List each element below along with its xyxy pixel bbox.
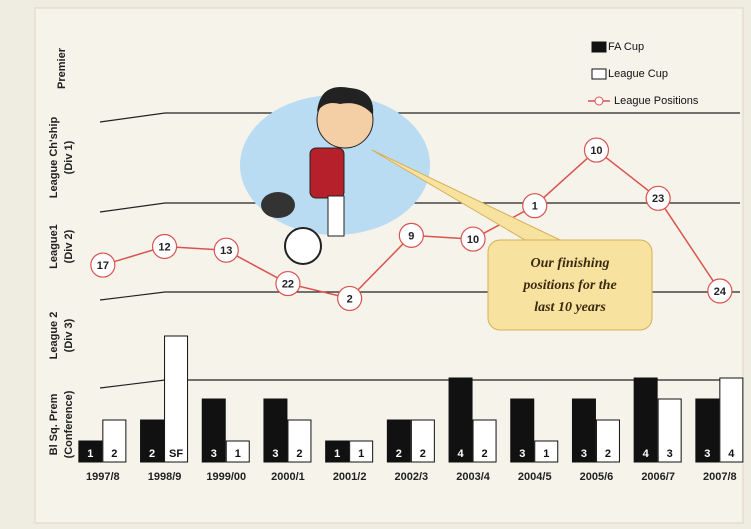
division-label: (Div 2) (63, 229, 75, 263)
bar-label: 2 (605, 448, 611, 460)
position-label: 10 (467, 234, 479, 246)
bar-label: 3 (704, 448, 710, 460)
bar-label: 1 (543, 448, 549, 460)
position-label: 13 (220, 245, 232, 257)
bar-label: 4 (457, 448, 464, 460)
chart: PremierLeague Ch'ship(Div 1)League1(Div … (0, 0, 751, 529)
legend-label: League Cup (608, 68, 668, 80)
bar-label: 4 (728, 448, 735, 460)
x-tick-label: 2005/6 (580, 471, 614, 483)
x-tick-label: 1997/8 (86, 471, 120, 483)
bar-label: 2 (481, 448, 487, 460)
division-label: (Div 3) (63, 318, 75, 352)
bar-label: 2 (111, 448, 117, 460)
bar-label: 1 (87, 448, 93, 460)
legend-swatch (592, 69, 606, 79)
x-tick-label: 2000/1 (271, 471, 305, 483)
division-label: Bl Sq. Prem (48, 393, 60, 455)
x-tick-label: 2007/8 (703, 471, 737, 483)
x-tick-label: 2006/7 (641, 471, 675, 483)
x-tick-label: 1999/00 (206, 471, 246, 483)
bar-label: 2 (396, 448, 402, 460)
callout-text: Our finishing (531, 256, 610, 271)
x-tick-label: 2004/5 (518, 471, 552, 483)
bar-label: SF (169, 448, 183, 460)
position-label: 9 (408, 230, 414, 242)
legend-swatch (592, 42, 606, 52)
division-label: Premier (56, 47, 68, 89)
division-label: (Conference) (63, 390, 75, 458)
x-tick-label: 2003/4 (456, 471, 491, 483)
football (285, 228, 321, 264)
x-tick-label: 2002/3 (395, 471, 429, 483)
position-label: 23 (652, 193, 664, 205)
bar-label: 4 (643, 448, 650, 460)
bar-label: 1 (235, 448, 241, 460)
bar-label: 3 (667, 448, 673, 460)
position-label: 1 (532, 201, 538, 213)
cartoon-leg (328, 196, 344, 236)
x-tick-label: 1998/9 (148, 471, 182, 483)
position-label: 12 (158, 241, 170, 253)
division-label: League 2 (48, 312, 60, 360)
legend-label: League Positions (614, 95, 699, 107)
bar-label: 2 (296, 448, 302, 460)
bar (165, 336, 188, 462)
position-label: 24 (714, 286, 727, 298)
bar-label: 3 (581, 448, 587, 460)
bar-label: 3 (519, 448, 525, 460)
cartoon-boot (261, 192, 295, 218)
callout-text: last 10 years (534, 300, 606, 315)
position-label: 10 (590, 145, 602, 157)
position-label: 2 (347, 293, 353, 305)
x-tick-label: 2001/2 (333, 471, 367, 483)
bar-label: 1 (358, 448, 364, 460)
bar-label: 1 (334, 448, 340, 460)
legend-label: FA Cup (608, 41, 644, 53)
division-label: League Ch'ship (48, 116, 60, 198)
bar-label: 3 (272, 448, 278, 460)
callout-text: positions for the (522, 278, 616, 293)
bar-label: 3 (211, 448, 217, 460)
cartoon-body (310, 148, 344, 198)
position-label: 17 (97, 260, 109, 272)
division-label: League1 (48, 224, 60, 269)
legend-swatch (595, 97, 603, 105)
division-label: (Div 1) (63, 140, 75, 174)
bar-label: 2 (420, 448, 426, 460)
position-label: 22 (282, 278, 294, 290)
bar-label: 2 (149, 448, 155, 460)
